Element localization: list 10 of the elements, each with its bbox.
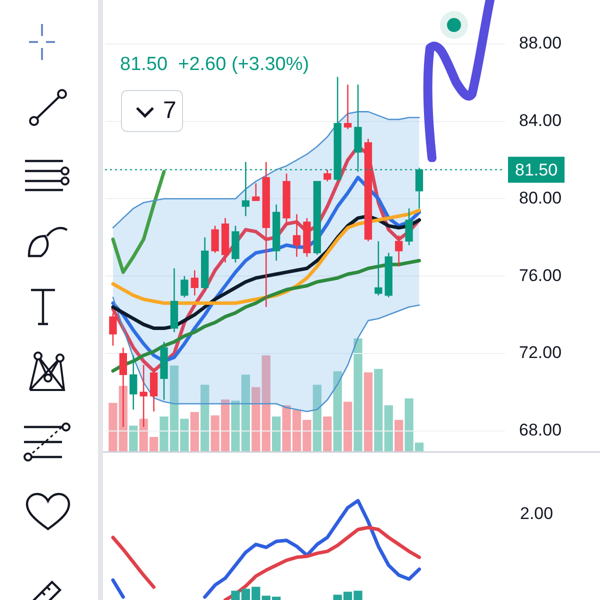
- y-tick-label: 72.00: [519, 343, 562, 362]
- y-tick-label: 80.00: [519, 188, 562, 208]
- y-tick-label: 88.00: [519, 34, 562, 53]
- text: 2.00: [520, 504, 554, 524]
- y-tick-label: 84.00: [519, 111, 562, 130]
- ref-line-label: 81.50: [515, 160, 558, 180]
- annotation: 7: [163, 97, 176, 125]
- y-tick-label: 68.00: [519, 420, 562, 440]
- text: 81.50 +2.60 (+3.30%): [120, 54, 310, 76]
- y-tick-label: 76.00: [519, 266, 562, 285]
